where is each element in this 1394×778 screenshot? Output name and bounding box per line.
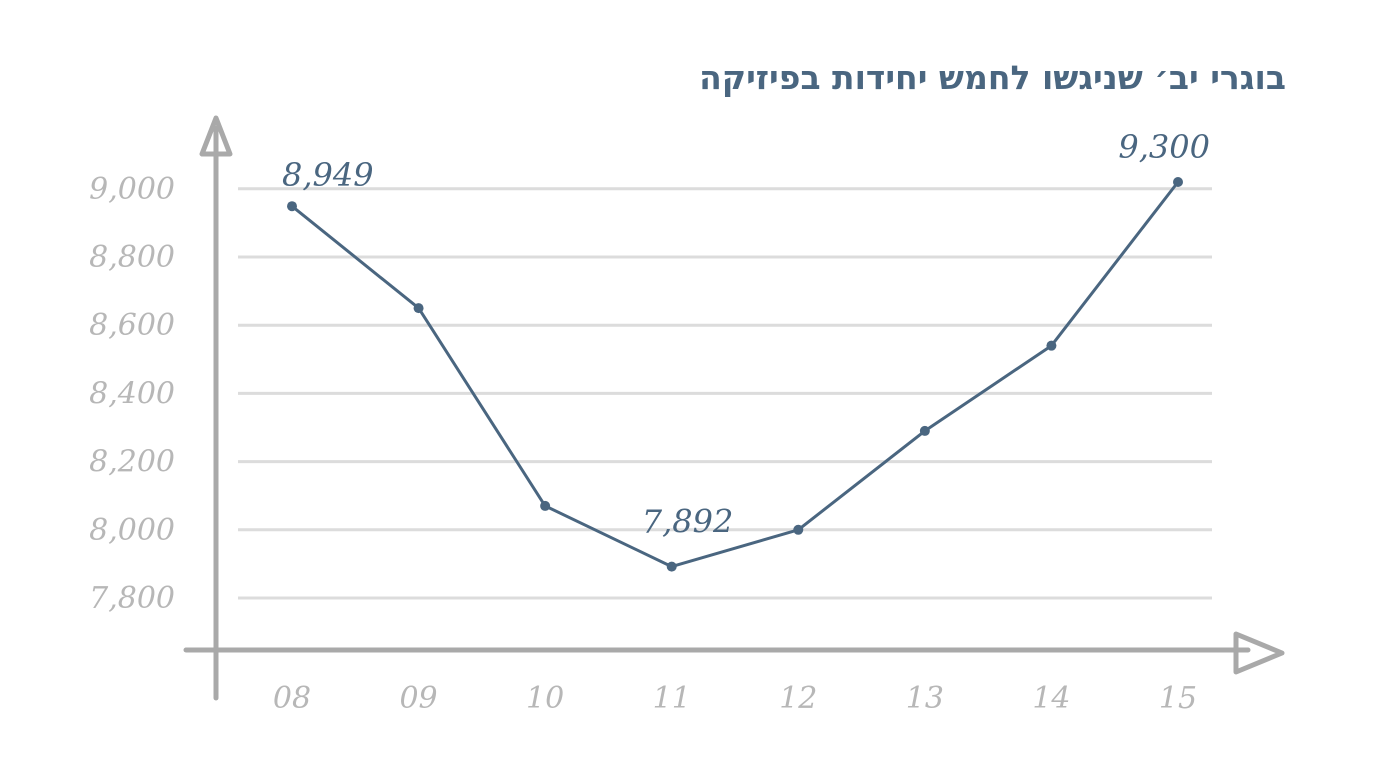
data-label: 7,892 xyxy=(642,503,734,541)
y-tick-label: 9,000 xyxy=(89,172,175,207)
x-tick-labels: 08 09 10 11 12 13 14 15 xyxy=(273,681,1197,716)
x-tick-label: 15 xyxy=(1159,681,1197,716)
data-point xyxy=(919,425,930,436)
data-label: 8,949 xyxy=(282,156,374,194)
data-point xyxy=(793,524,804,535)
data-point xyxy=(1046,340,1057,351)
data-label: 9,300 xyxy=(1118,128,1210,166)
y-tick-label: 8,400 xyxy=(89,376,175,411)
x-tick-label: 09 xyxy=(399,681,437,716)
gridlines xyxy=(238,187,1212,600)
data-points xyxy=(287,176,1183,572)
y-tick-label: 7,800 xyxy=(89,581,175,616)
y-tick-label: 8,200 xyxy=(89,445,175,480)
data-point xyxy=(1173,176,1183,187)
y-axis-arrow xyxy=(199,115,233,157)
y-tick-label: 8,800 xyxy=(89,240,175,275)
x-tick-label: 10 xyxy=(526,681,564,716)
x-tick-label: 11 xyxy=(653,681,691,716)
data-labels: 8,949 7,892 9,300 xyxy=(282,128,1210,541)
chart-title: בוגרי יב׳ שניגשו לחמש יחידות בפיזיקה xyxy=(699,58,1286,97)
x-tick-label: 14 xyxy=(1032,681,1070,716)
x-axis-arrow xyxy=(1233,631,1285,675)
data-point xyxy=(287,201,297,212)
data-point xyxy=(413,303,424,314)
data-point xyxy=(540,500,551,511)
x-tick-label: 08 xyxy=(273,681,311,716)
x-tick-label: 13 xyxy=(906,681,944,716)
data-point xyxy=(666,561,677,572)
axes xyxy=(183,115,1285,701)
y-tick-labels: 7,800 8,000 8,200 8,400 8,600 8,800 9,000 xyxy=(89,172,175,616)
x-tick-label: 12 xyxy=(779,681,817,716)
y-tick-label: 8,600 xyxy=(89,308,175,343)
y-tick-label: 8,000 xyxy=(89,513,175,548)
series-line xyxy=(291,181,1180,569)
